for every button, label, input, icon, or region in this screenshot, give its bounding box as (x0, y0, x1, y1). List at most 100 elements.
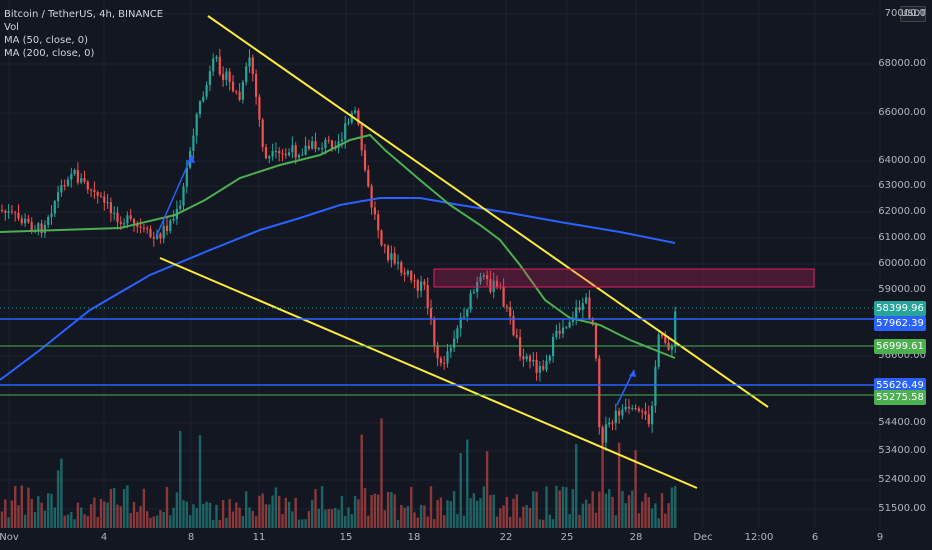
candle-body[interactable] (317, 148, 320, 150)
candle-body[interactable] (644, 411, 647, 415)
candle-body[interactable] (453, 338, 456, 348)
candle-body[interactable] (535, 359, 538, 373)
candle-body[interactable] (558, 330, 561, 334)
candle-body[interactable] (50, 213, 53, 218)
candle-body[interactable] (20, 218, 23, 224)
candle-body[interactable] (99, 195, 103, 197)
candle-body[interactable] (63, 185, 66, 187)
candle-body[interactable] (93, 189, 96, 193)
candle-body[interactable] (123, 223, 126, 225)
candle-body[interactable] (387, 246, 390, 260)
candle-body[interactable] (10, 211, 13, 213)
candle-body[interactable] (393, 253, 396, 264)
candle-body[interactable] (96, 192, 99, 196)
candle-body[interactable] (578, 307, 581, 310)
candle-body[interactable] (291, 145, 294, 153)
candle-body[interactable] (660, 334, 664, 337)
candle-body[interactable] (241, 81, 244, 100)
candle-body[interactable] (423, 281, 426, 285)
candle-body[interactable] (66, 179, 70, 186)
candle-body[interactable] (489, 279, 492, 292)
candle-body[interactable] (466, 309, 469, 317)
candle-body[interactable] (426, 284, 429, 309)
candle-body[interactable] (142, 227, 145, 229)
candle-body[interactable] (367, 170, 370, 187)
candle-body[interactable] (611, 422, 614, 424)
candle-body[interactable] (433, 318, 436, 346)
candle-body[interactable] (495, 280, 499, 287)
candle-body[interactable] (179, 205, 182, 209)
candle-body[interactable] (443, 362, 446, 364)
candle-body[interactable] (462, 316, 466, 318)
candle-body[interactable] (377, 214, 380, 231)
candle-body[interactable] (251, 57, 254, 75)
candle-body[interactable] (525, 356, 528, 360)
candle-body[interactable] (585, 297, 588, 304)
candle-body[interactable] (248, 57, 251, 67)
candle-body[interactable] (53, 201, 56, 214)
candle-body[interactable] (222, 74, 225, 80)
candle-body[interactable] (373, 207, 376, 215)
candle-body[interactable] (568, 322, 571, 328)
candle-body[interactable] (103, 196, 106, 203)
arrow-drawing-1[interactable] (155, 154, 193, 238)
candle-body[interactable] (542, 366, 545, 370)
candle-body[interactable] (162, 225, 165, 239)
candle-body[interactable] (403, 272, 406, 275)
candle-body[interactable] (152, 237, 155, 239)
candle-body[interactable] (601, 427, 604, 443)
candle-body[interactable] (492, 280, 495, 292)
candle-body[interactable] (311, 141, 314, 149)
candle-body[interactable] (255, 74, 258, 97)
candle-body[interactable] (370, 186, 373, 208)
candle-body[interactable] (344, 123, 347, 140)
candle-body[interactable] (57, 192, 60, 202)
candle-body[interactable] (502, 287, 505, 307)
candle-body[interactable] (43, 224, 46, 234)
candle-body[interactable] (545, 360, 548, 370)
candle-body[interactable] (159, 233, 162, 239)
candle-body[interactable] (271, 151, 274, 157)
candle-body[interactable] (7, 211, 10, 213)
candle-body[interactable] (631, 408, 634, 410)
candle-body[interactable] (363, 150, 367, 171)
candle-body[interactable] (357, 110, 360, 125)
candle-body[interactable] (4, 210, 7, 213)
candle-body[interactable] (109, 202, 112, 214)
candle-body[interactable] (624, 406, 627, 410)
candle-body[interactable] (482, 275, 485, 277)
candle-body[interactable] (627, 406, 631, 409)
candle-body[interactable] (139, 226, 142, 228)
candle-body[interactable] (297, 155, 301, 158)
candle-body[interactable] (637, 408, 640, 411)
candle-body[interactable] (73, 169, 76, 175)
candle-body[interactable] (647, 414, 650, 425)
candle-body[interactable] (420, 281, 423, 291)
candle-body[interactable] (47, 217, 50, 225)
candle-body[interactable] (268, 156, 271, 159)
candle-body[interactable] (528, 356, 532, 362)
candle-body[interactable] (400, 262, 403, 273)
candle-body[interactable] (80, 178, 83, 183)
candle-body[interactable] (598, 358, 601, 428)
candle-body[interactable] (284, 153, 287, 156)
candle-body[interactable] (208, 71, 211, 85)
candle-body[interactable] (509, 307, 512, 317)
candle-body[interactable] (654, 366, 657, 406)
candle-body[interactable] (670, 346, 673, 350)
candle-body[interactable] (274, 151, 277, 153)
candle-body[interactable] (0, 210, 4, 211)
candle-body[interactable] (621, 409, 624, 416)
candle-body[interactable] (258, 96, 261, 120)
candle-body[interactable] (469, 293, 472, 310)
candle-body[interactable] (324, 139, 327, 149)
candle-body[interactable] (383, 245, 386, 247)
candle-body[interactable] (106, 202, 109, 204)
candle-body[interactable] (396, 262, 400, 264)
candle-body[interactable] (479, 276, 482, 282)
candle-body[interactable] (86, 181, 89, 190)
candle-body[interactable] (581, 303, 584, 310)
candle-body[interactable] (304, 145, 307, 155)
candle-body[interactable] (294, 145, 297, 158)
